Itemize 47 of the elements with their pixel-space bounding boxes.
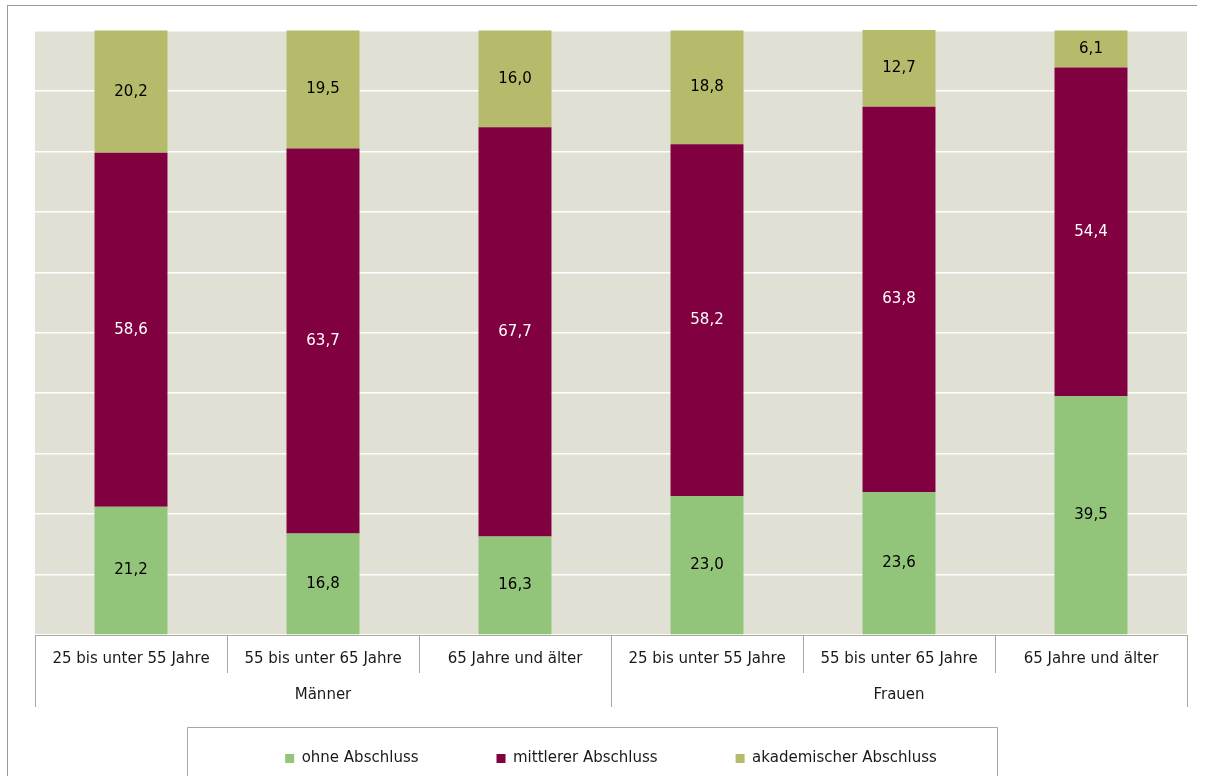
bar [286, 533, 360, 635]
bar [286, 148, 360, 534]
bar [862, 30, 936, 107]
data-label: 67,7 [498, 321, 532, 340]
x-tick-label: 65 Jahre und älter [447, 648, 584, 667]
x-tick-label: 25 bis unter 55 Jahre [628, 648, 786, 667]
data-label: 12,7 [882, 58, 916, 77]
data-label: 6,1 [1079, 38, 1103, 57]
bar [670, 30, 744, 145]
data-label: 19,5 [306, 79, 340, 98]
bar [478, 30, 552, 128]
bar [862, 492, 936, 635]
bar [670, 144, 744, 496]
x-tick-label: 25 bis unter 55 Jahre [52, 648, 210, 667]
data-label: 63,8 [882, 289, 916, 308]
data-label: 63,7 [306, 330, 340, 349]
x-tick-label: 55 bis unter 65 Jahre [244, 648, 402, 667]
data-label: 18,8 [690, 77, 724, 96]
legend-label: ohne Abschluss [301, 748, 419, 767]
data-label: 16,3 [498, 575, 532, 594]
bar [1054, 396, 1128, 635]
bar [670, 495, 744, 635]
data-label: 23,0 [690, 555, 724, 574]
bar [478, 536, 552, 635]
legend-label: akademischer Abschluss [752, 748, 938, 767]
bar [94, 152, 168, 507]
x-tick-label: 55 bis unter 65 Jahre [820, 648, 978, 667]
text: Frauen [873, 684, 925, 703]
text: Männer [294, 684, 353, 703]
data-label: 58,6 [114, 319, 148, 338]
data-label: 54,4 [1074, 221, 1108, 240]
bar [478, 127, 552, 537]
bar [862, 106, 936, 493]
data-label: 20,2 [114, 81, 148, 100]
data-label: 21,2 [114, 560, 148, 579]
bar [94, 506, 168, 635]
bar [286, 30, 360, 149]
bar [94, 30, 168, 153]
bar [1054, 67, 1128, 397]
legend-label: mittlerer Abschluss [513, 748, 658, 767]
data-label: 16,8 [306, 573, 340, 592]
data-label: 16,0 [498, 68, 532, 87]
x-tick-label: 65 Jahre und älter [1023, 648, 1160, 667]
data-label: 58,2 [690, 310, 724, 328]
data-label: 23,6 [882, 553, 916, 572]
data-label: 39,5 [1074, 505, 1108, 524]
bar [1054, 30, 1128, 68]
